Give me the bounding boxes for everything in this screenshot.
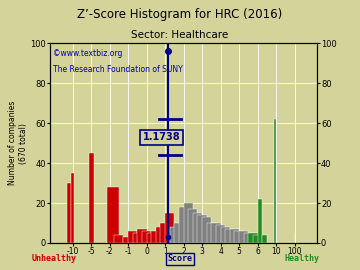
Bar	[142, 231, 151, 243]
Bar	[165, 213, 174, 243]
Bar	[114, 235, 123, 243]
Bar	[258, 199, 262, 243]
Text: ©www.textbiz.org: ©www.textbiz.org	[53, 49, 122, 58]
Bar	[147, 233, 156, 243]
Bar	[239, 231, 248, 243]
Bar	[179, 207, 188, 243]
Bar	[207, 223, 216, 243]
Bar	[107, 187, 119, 243]
Text: Sector: Healthcare: Sector: Healthcare	[131, 30, 229, 40]
Bar	[170, 227, 179, 243]
Bar	[174, 223, 184, 243]
Text: 1.1738: 1.1738	[143, 132, 180, 142]
Bar	[188, 209, 198, 243]
Y-axis label: Number of companies
(670 total): Number of companies (670 total)	[8, 101, 28, 185]
Bar	[123, 237, 133, 243]
Bar	[244, 233, 253, 243]
Bar	[128, 231, 138, 243]
Text: Healthy: Healthy	[285, 254, 320, 263]
Bar	[230, 229, 239, 243]
Bar	[253, 235, 259, 243]
Bar	[193, 213, 202, 243]
Bar	[133, 233, 142, 243]
Bar	[221, 227, 230, 243]
Bar	[71, 173, 75, 243]
Text: Score: Score	[167, 254, 193, 263]
Bar	[262, 235, 267, 243]
Bar	[274, 119, 276, 243]
Text: The Research Foundation of SUNY: The Research Foundation of SUNY	[53, 65, 183, 74]
Bar	[225, 229, 234, 243]
Bar	[248, 233, 258, 243]
Bar	[89, 153, 94, 243]
Bar	[151, 231, 161, 243]
Text: Unhealthy: Unhealthy	[32, 254, 76, 263]
Bar	[161, 223, 170, 243]
Bar	[198, 215, 207, 243]
Bar	[211, 223, 221, 243]
Bar	[184, 203, 193, 243]
Bar	[67, 183, 71, 243]
Bar	[138, 229, 147, 243]
Bar	[216, 225, 225, 243]
Text: Z’-Score Histogram for HRC (2016): Z’-Score Histogram for HRC (2016)	[77, 8, 283, 21]
Bar	[202, 217, 211, 243]
Bar	[234, 231, 244, 243]
Bar	[156, 227, 165, 243]
